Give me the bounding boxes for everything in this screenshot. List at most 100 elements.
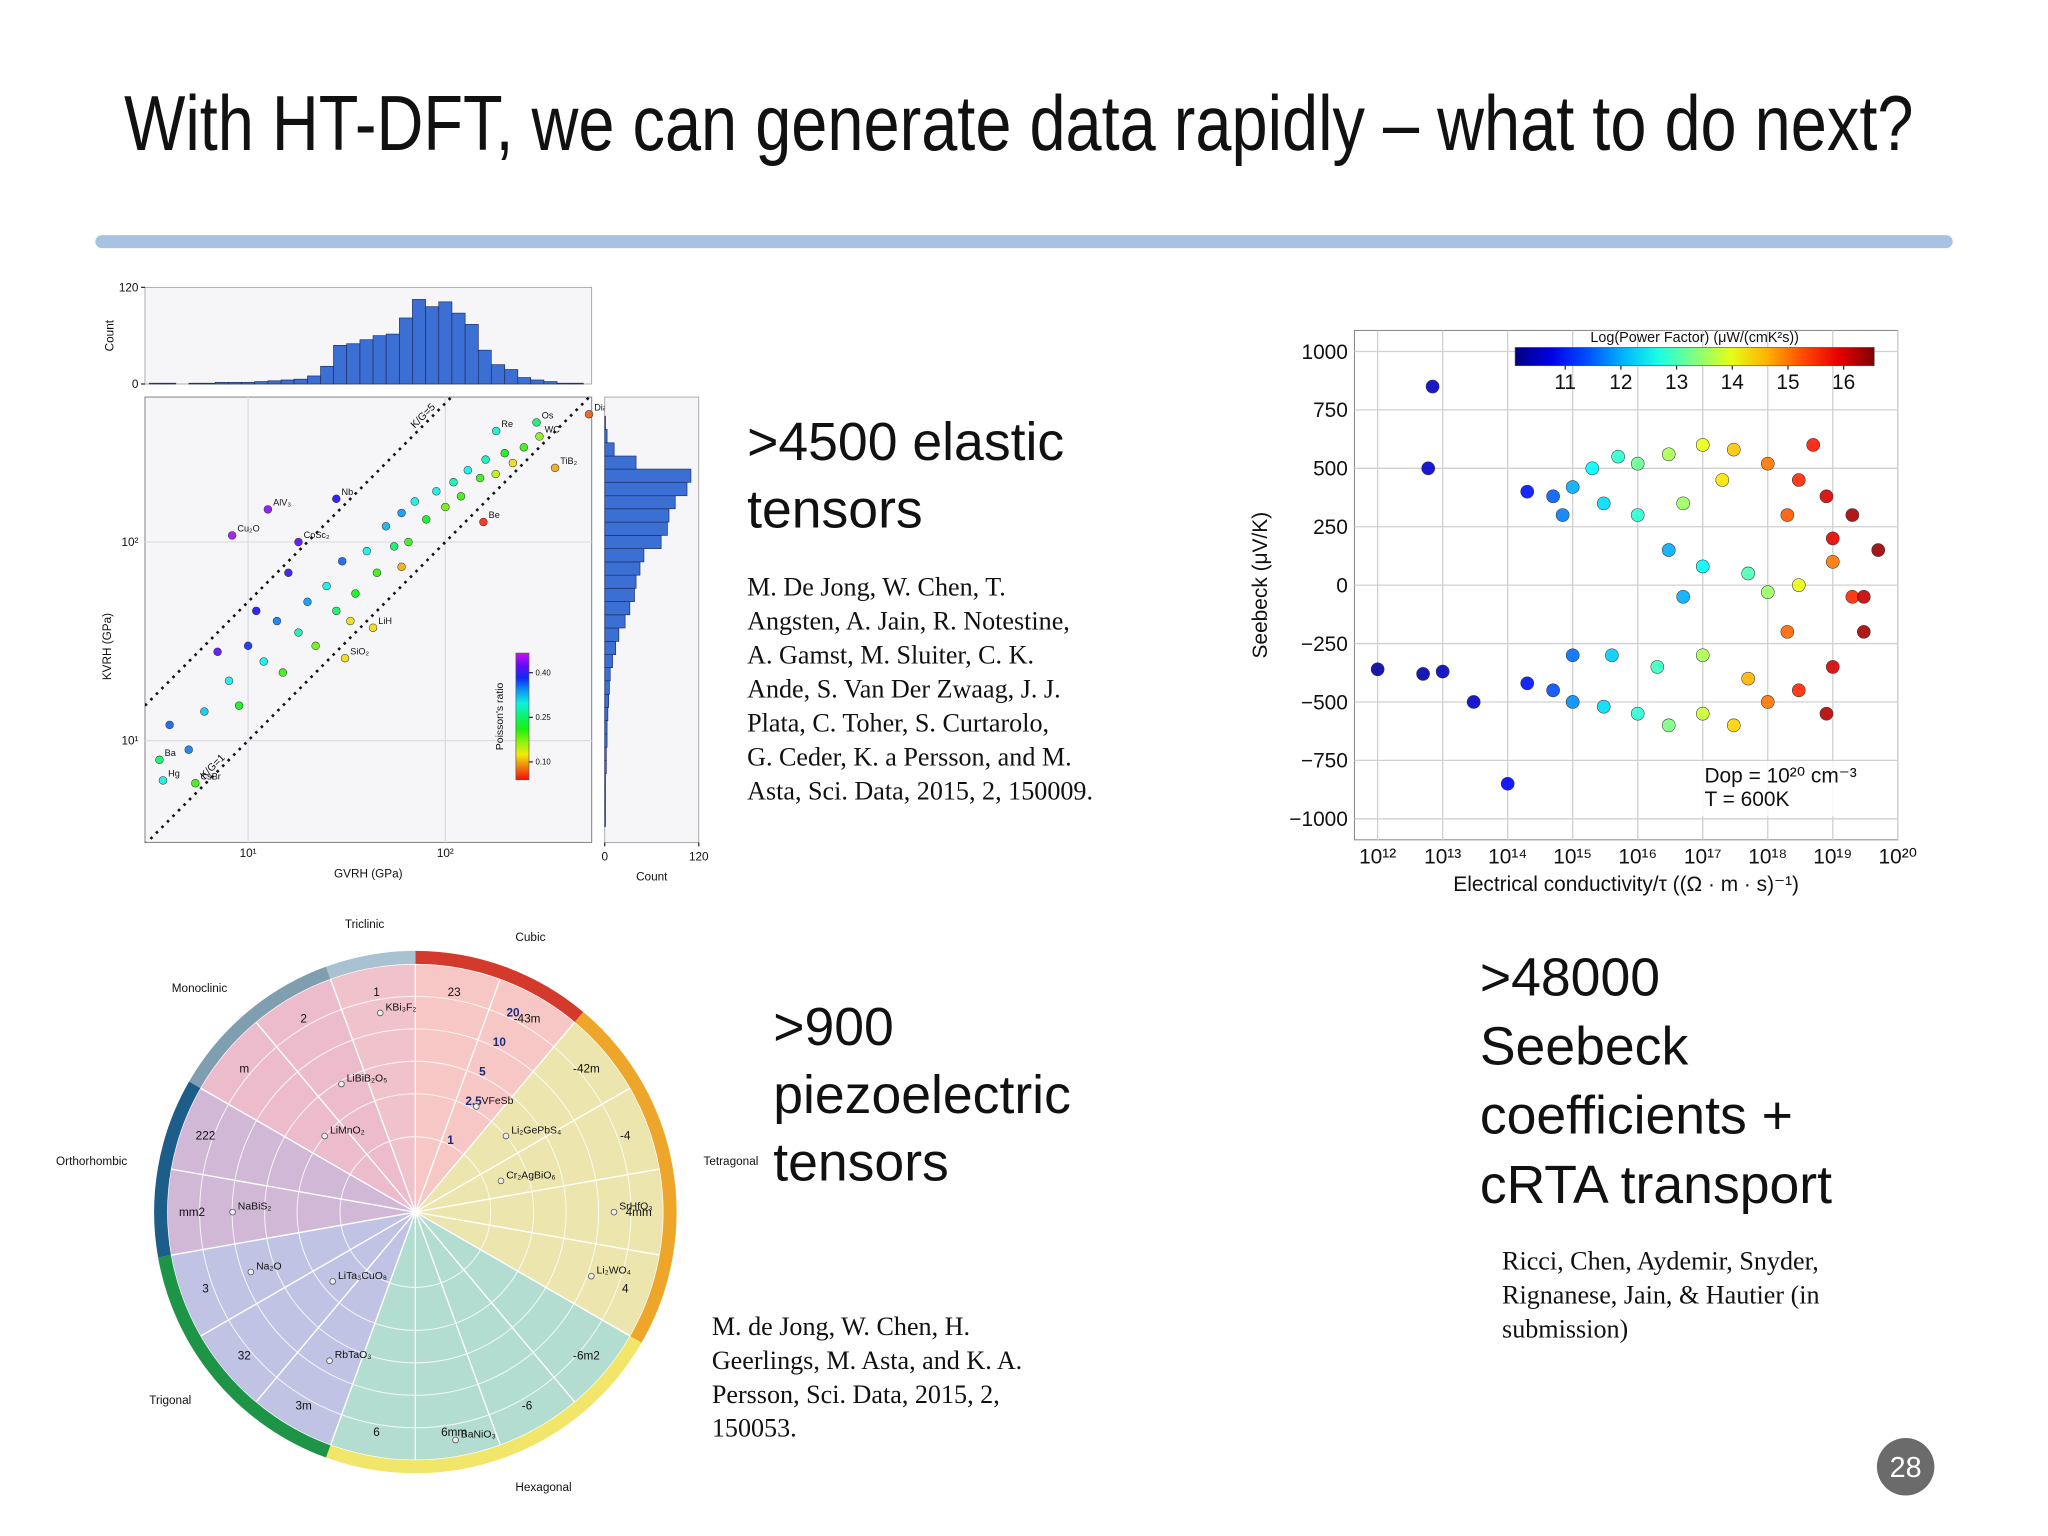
scatter-point xyxy=(1565,695,1580,709)
scatter-point xyxy=(1650,660,1665,674)
citation-line: 150053. xyxy=(712,1414,797,1443)
citation-line: M. de Jong, W. Chen, H. xyxy=(712,1312,970,1341)
scatter-point xyxy=(1421,461,1436,476)
histogram-bar xyxy=(604,495,676,510)
histogram-bar xyxy=(604,720,608,735)
scatter-point xyxy=(481,455,490,464)
histogram-bar xyxy=(530,379,545,385)
colorbar-tick-label: 16 xyxy=(1832,371,1855,394)
scatter-point xyxy=(1726,718,1741,733)
x-tick-label: 10¹⁴ xyxy=(1488,845,1527,868)
material-point xyxy=(326,1357,333,1364)
histogram-bar xyxy=(604,799,606,814)
scatter-point xyxy=(1370,662,1385,677)
y-axis-label: Count xyxy=(104,319,117,351)
scatter-point xyxy=(224,676,234,686)
system-ring xyxy=(574,1011,677,1343)
scatter-point xyxy=(491,469,500,479)
system-ring xyxy=(189,966,331,1089)
crystal-system-label: Cubic xyxy=(515,931,545,944)
scatter-point xyxy=(1555,508,1570,522)
scatter-point xyxy=(1791,473,1806,487)
point-label: Os xyxy=(542,411,554,421)
y-axis-label: KVRH (GPa) xyxy=(101,613,114,680)
y-tick-label: −500 xyxy=(1301,691,1348,714)
y-tick-label: 250 xyxy=(1313,516,1348,539)
histogram-bar xyxy=(604,587,635,602)
x-tick-label: 10¹⁵ xyxy=(1553,845,1592,868)
scatter-point xyxy=(368,623,378,632)
histogram-bar xyxy=(293,378,308,385)
scatter-point xyxy=(500,449,509,458)
point-group-label: -6 xyxy=(522,1399,533,1412)
scatter-point xyxy=(346,616,355,626)
section-heading: >900 xyxy=(773,998,894,1057)
system-ring xyxy=(158,1255,331,1458)
scatter-point xyxy=(1546,683,1560,698)
scatter-point xyxy=(1605,648,1619,663)
x-tick-label: 120 xyxy=(689,851,709,864)
material-label: SrHfO₃ xyxy=(619,1201,652,1212)
scatter-point xyxy=(1596,699,1611,714)
section-heading: Seebeck xyxy=(1480,1017,1689,1076)
radial-tick-label: 5 xyxy=(479,1065,486,1078)
histogram-bar xyxy=(604,415,606,430)
scatter-point xyxy=(1825,531,1840,546)
material-point xyxy=(473,1103,480,1110)
point-group-label: 4mm xyxy=(626,1206,652,1219)
scatter-point xyxy=(449,478,458,487)
scatter-point xyxy=(584,410,594,419)
scatter-point xyxy=(338,557,347,566)
citation-line: submission) xyxy=(1502,1314,1628,1343)
scatter-point xyxy=(1630,706,1645,721)
section-heading: tensors xyxy=(773,1134,949,1193)
scatter-point xyxy=(1715,473,1730,487)
scatter-point xyxy=(332,494,341,504)
scatter-point xyxy=(1806,438,1820,452)
histogram-bar xyxy=(604,442,615,457)
point-label: CoSc₂ xyxy=(304,530,330,540)
material-label: BaNiO₃ xyxy=(461,1429,496,1440)
point-group-label: -43m xyxy=(514,1013,541,1026)
citation-line: Plata, C. Toher, S. Curtarolo, xyxy=(747,708,1049,737)
point-group-label: -42m xyxy=(573,1062,600,1075)
scatter-point xyxy=(1695,438,1710,452)
y-tick-label: −1000 xyxy=(1289,808,1348,831)
scatter-point xyxy=(1695,559,1710,574)
scatter-point xyxy=(158,776,168,785)
point-label: LiH xyxy=(378,616,392,626)
scatter-point xyxy=(1791,683,1806,698)
x-axis-label: Count xyxy=(636,870,668,883)
scatter-point xyxy=(475,473,485,483)
citation-line: Ricci, Chen, Aydemir, Snyder, xyxy=(1502,1247,1819,1276)
citation-line: Persson, Sci. Data, 2015, 2, xyxy=(712,1380,1000,1409)
scatter-point xyxy=(1695,706,1710,721)
histogram-bar xyxy=(307,375,321,385)
histogram-bar xyxy=(267,380,282,385)
colorbar-tick-label: 0.10 xyxy=(536,758,552,767)
histogram-bar xyxy=(490,364,506,385)
point-label: SiO₂ xyxy=(350,646,369,656)
histogram-bar xyxy=(604,574,637,589)
scatter-point xyxy=(1791,578,1806,592)
point-label: CsBr xyxy=(201,771,221,781)
histogram-bar xyxy=(201,382,216,385)
histogram-bar xyxy=(604,694,609,708)
material-label: VFeSb xyxy=(482,1096,514,1107)
scatter-point xyxy=(272,616,282,626)
citation-line: Geerlings, M. Asta, and K. A. xyxy=(712,1346,1022,1375)
scatter-point xyxy=(252,606,261,616)
radial-tick-label: 1 xyxy=(447,1134,454,1147)
citation-line: A. Gamst, M. Sluiter, C. K. xyxy=(747,641,1034,670)
histogram-bar xyxy=(604,561,641,576)
scatter-point xyxy=(227,531,237,540)
scatter-point xyxy=(165,720,174,730)
scatter-point xyxy=(234,701,244,710)
x-tick-label: 10¹⁶ xyxy=(1618,845,1657,868)
radial-tick-label: 20 xyxy=(507,1007,521,1020)
histogram-bar xyxy=(604,707,609,721)
colorbar-tick-label: 0.25 xyxy=(536,713,552,722)
histogram-bar xyxy=(604,614,626,629)
scatter-point xyxy=(278,668,288,677)
